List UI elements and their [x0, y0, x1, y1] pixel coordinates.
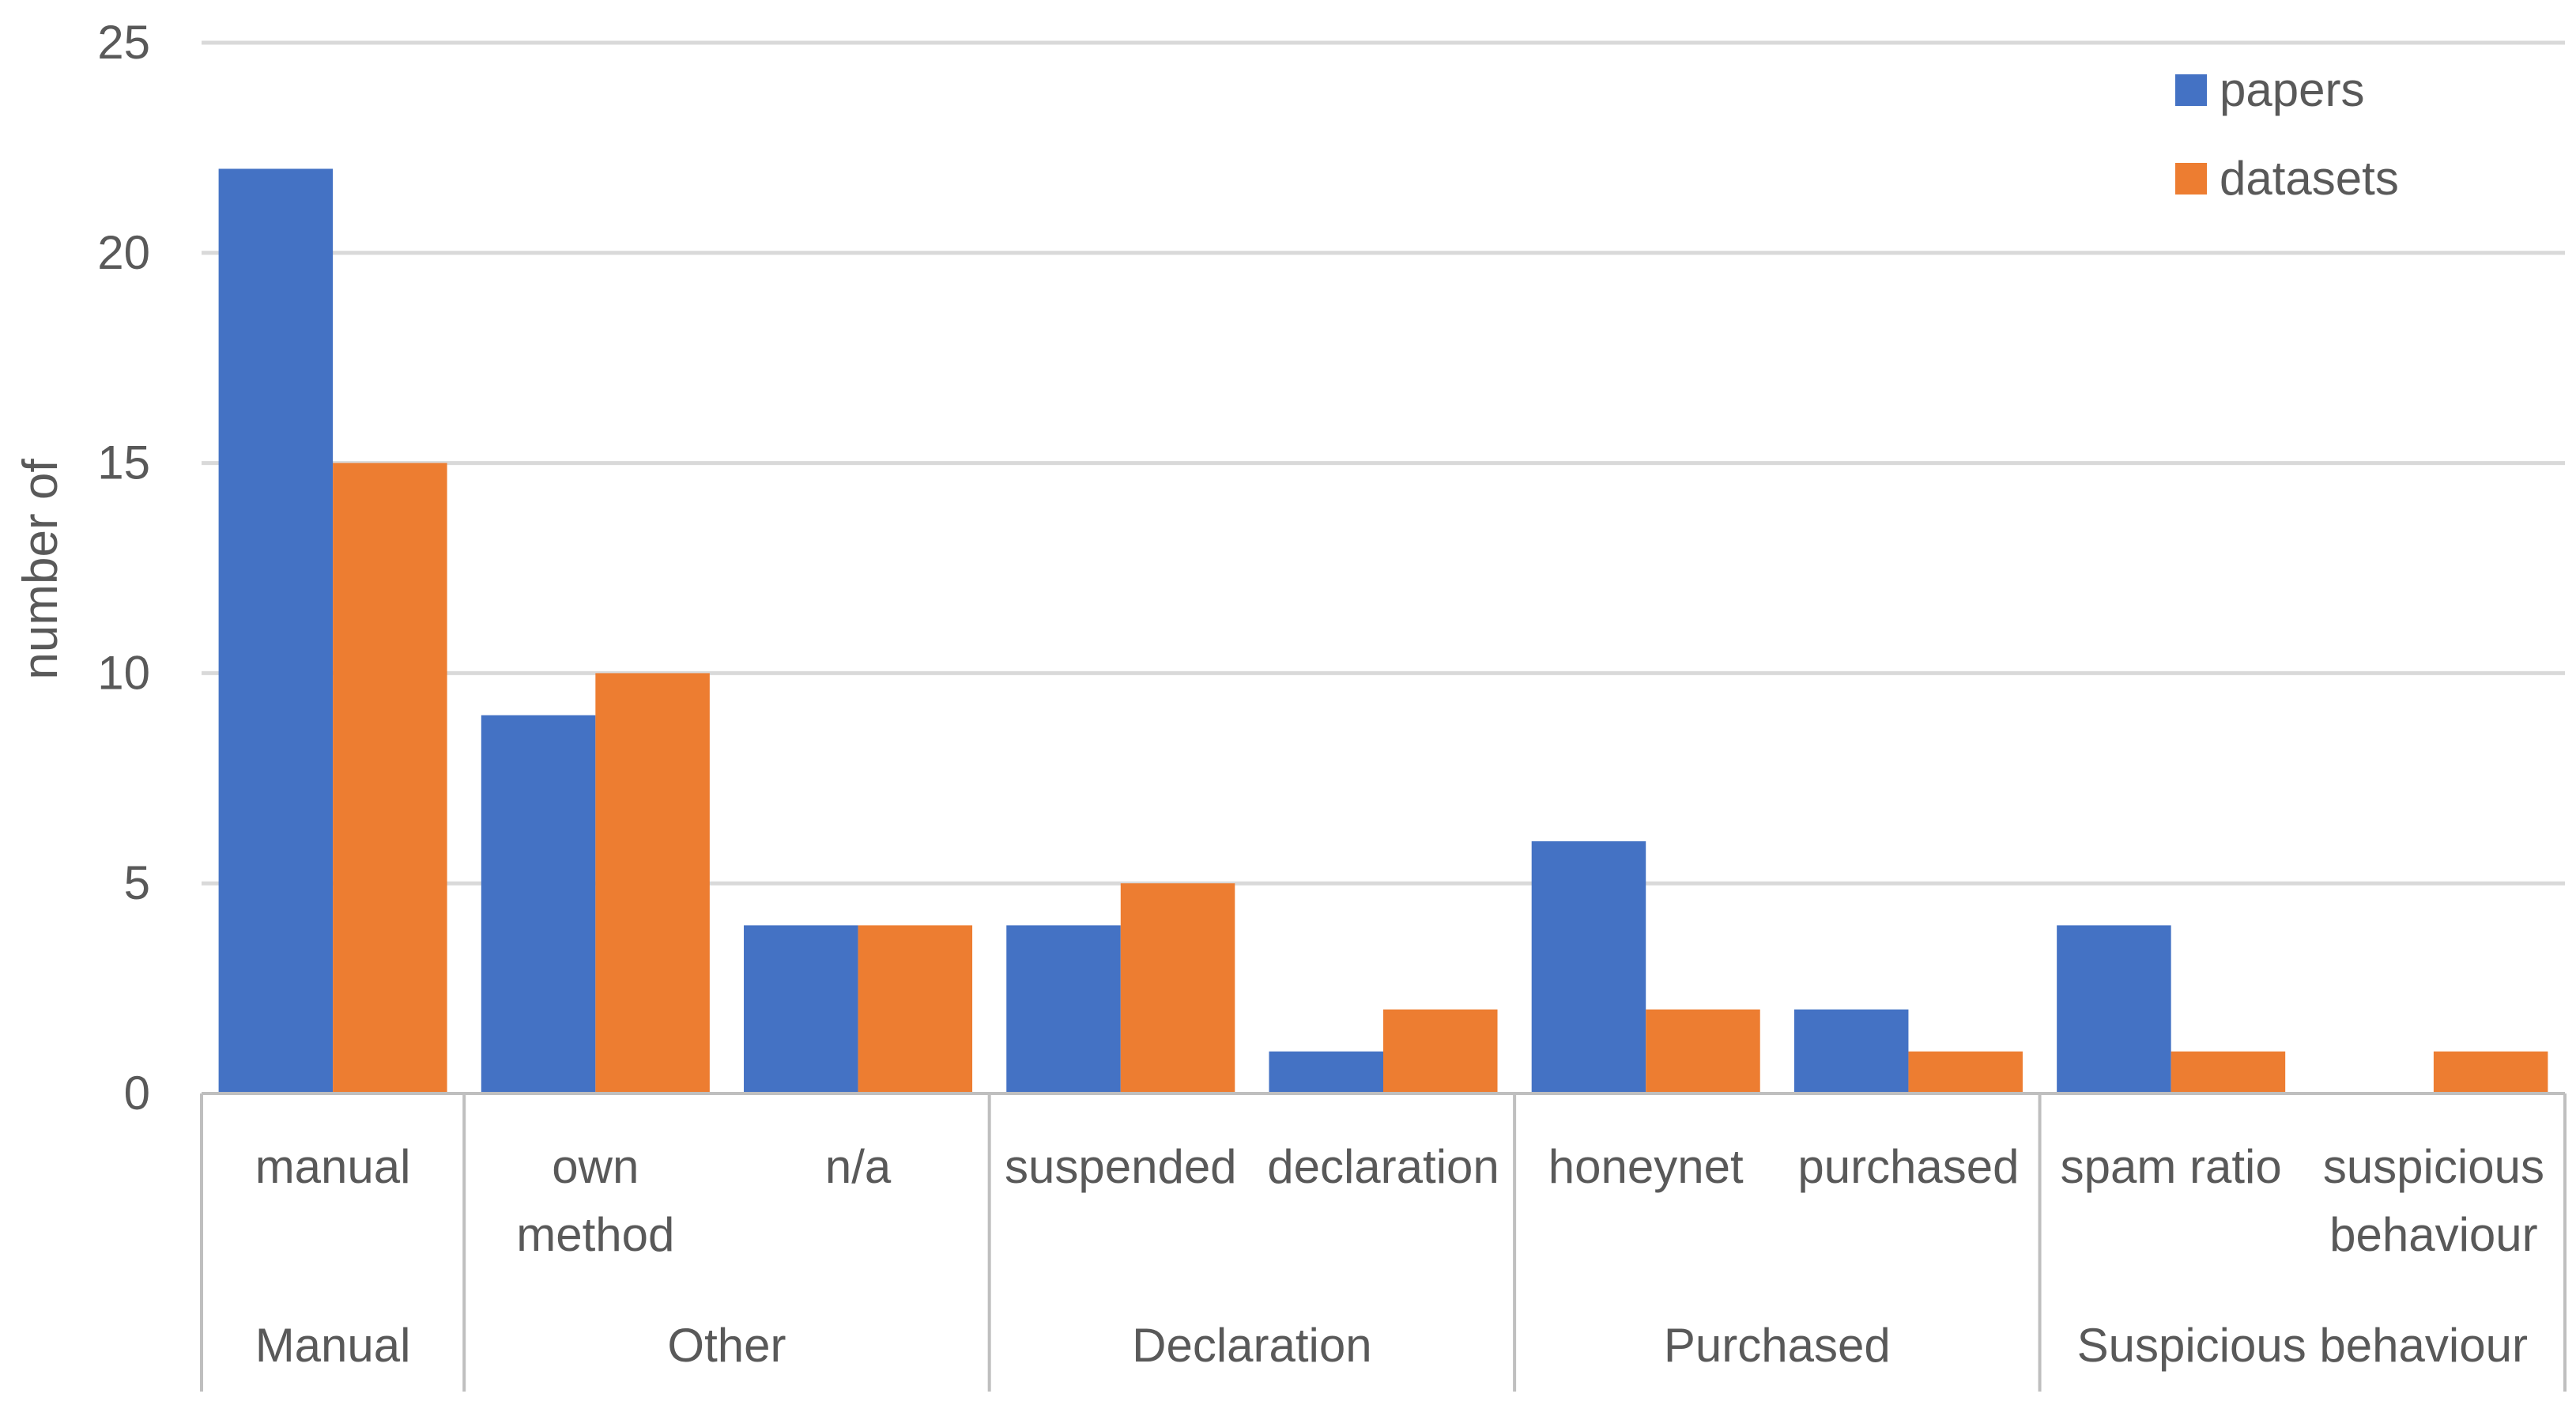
legend-swatch-papers — [2175, 74, 2207, 106]
y-tick-label: 0 — [124, 1067, 150, 1120]
y-tick-label: 5 — [124, 856, 150, 909]
x-category-label: declaration — [1267, 1140, 1499, 1193]
x-category-label: purchased — [1797, 1140, 2019, 1193]
bar-papers — [1531, 841, 1646, 1093]
y-tick-label: 20 — [97, 226, 150, 279]
x-category-label: method — [516, 1208, 674, 1261]
x-group-label: Declaration — [1132, 1319, 1372, 1372]
bar-datasets — [2433, 1051, 2548, 1093]
x-category-label: suspicious — [2323, 1140, 2544, 1193]
x-axis: manual own method n/a suspended declaration ho… — [200, 1092, 2567, 1392]
bar-datasets — [2171, 1051, 2286, 1093]
legend-label: datasets — [2220, 152, 2399, 205]
y-tick-label: 15 — [97, 436, 150, 489]
x-group-label: Manual — [255, 1319, 411, 1372]
y-tick-label: 25 — [97, 16, 150, 69]
x-category-label: own — [552, 1140, 639, 1193]
bar-papers — [744, 925, 858, 1093]
x-group-label: Suspicious behaviour — [2077, 1319, 2528, 1372]
x-category-label: suspended — [1005, 1140, 1237, 1193]
x-group-label: Other — [667, 1319, 786, 1372]
x-category-label: spam ratio — [2061, 1140, 2282, 1193]
legend: papers datasets — [2175, 63, 2399, 205]
bar-papers — [1269, 1051, 1383, 1093]
bar-datasets — [1120, 883, 1235, 1093]
bar-datasets — [1908, 1051, 2023, 1093]
bar-papers — [481, 715, 596, 1093]
bar-papers — [218, 168, 334, 1094]
bar-datasets — [333, 463, 447, 1093]
x-category-label: n/a — [825, 1140, 892, 1193]
bar-datasets — [595, 673, 710, 1093]
bar-datasets — [1383, 1009, 1498, 1093]
x-category-label: manual — [255, 1140, 411, 1193]
legend-swatch-datasets — [2175, 163, 2207, 195]
bar-papers — [2057, 925, 2171, 1093]
bar-datasets — [1646, 1009, 1760, 1093]
bar-papers — [1793, 1009, 1909, 1093]
bar-papers — [1006, 925, 1121, 1093]
bars — [218, 168, 2548, 1094]
x-category-label: behaviour — [2329, 1208, 2538, 1261]
x-category-label: honeynet — [1548, 1140, 1744, 1193]
y-axis-label: number of — [13, 459, 68, 680]
y-axis-ticks: 0 5 10 15 20 25 — [97, 16, 150, 1120]
y-tick-label: 10 — [97, 646, 150, 699]
legend-label: papers — [2220, 63, 2364, 116]
x-group-label: Purchased — [1664, 1319, 1891, 1372]
bar-datasets — [858, 925, 973, 1093]
